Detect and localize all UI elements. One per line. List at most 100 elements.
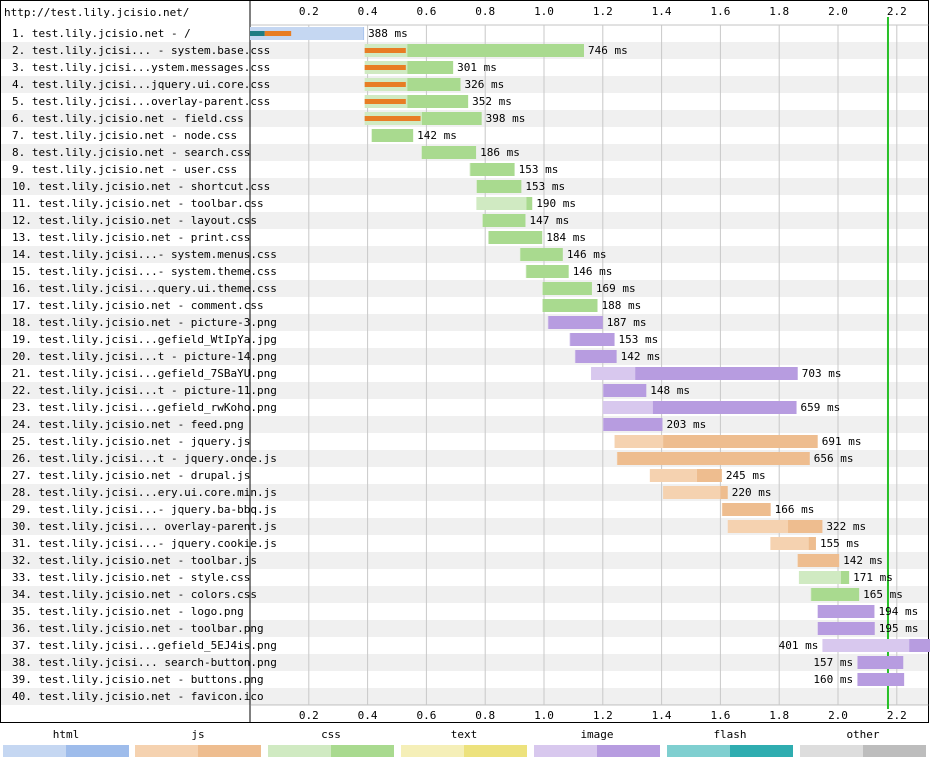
request-bar-download [570,333,615,346]
request-bar-download [526,197,533,210]
request-duration-label: 659 ms [801,401,841,414]
request-label: 35. test.lily.jcisio.net - logo.png [12,605,244,618]
request-bar-download [542,282,592,295]
request-duration-label: 142 ms [417,129,457,142]
request-duration-label: 656 ms [814,452,854,465]
request-bar-download [476,180,522,193]
x-tick-label-bottom: 0.2 [299,709,319,722]
row-background [1,178,928,195]
request-bar-connect [364,82,406,87]
request-bar-download [526,265,569,278]
request-label: 25. test.lily.jcisio.net - jquery.js [12,435,250,448]
legend-label-js: js [191,728,205,741]
request-bar-connect [264,31,292,36]
row-background [1,416,928,433]
request-bar-download [788,520,823,533]
request-bar-download [798,554,840,567]
request-bar-wait [482,214,483,227]
request-bar-wait [822,639,910,652]
request-bar-wait [727,520,789,533]
request-label: 15. test.lily.jcisi...- system.theme.css [12,265,277,278]
request-bar-download [575,350,617,363]
request-bar-wait [616,452,618,465]
legend-swatch-js [134,744,262,758]
row-background [1,382,928,399]
request-bar-download [818,605,875,618]
request-duration-label: 188 ms [602,299,642,312]
request-duration-label: 186 ms [480,146,520,159]
row-background [1,654,928,671]
x-tick-label-bottom: 1.4 [652,709,672,722]
request-bar-wait [371,129,373,142]
x-tick-label-top: 0.8 [475,5,495,18]
x-tick-label-top: 0.4 [358,5,378,18]
request-bar-wait [817,622,819,635]
request-bar-wait [602,418,604,431]
row-background [1,246,928,263]
request-bar-download [603,418,663,431]
x-tick-label-bottom: 2.2 [887,709,907,722]
request-label: 26. test.lily.jcisi...t - jquery.once.js [12,452,277,465]
request-label: 32. test.lily.jcisio.net - toolbar.js [12,554,257,567]
x-tick-label-bottom: 2.0 [828,709,848,722]
request-bar-wait [721,503,723,516]
request-bar-wait [798,571,841,584]
request-bar-download [482,214,526,227]
request-bar-connect [364,99,406,104]
legend-label-flash: flash [713,728,747,741]
request-duration-label: 155 ms [820,537,860,550]
page-url: http://test.lily.jcisio.net/ [4,6,190,19]
request-duration-label: 220 ms [732,486,772,499]
x-tick-label-top: 1.8 [769,5,789,18]
request-bar-wait [542,282,543,295]
request-label: 33. test.lily.jcisio.net - style.css [12,571,250,584]
request-label: 24. test.lily.jcisio.net - feed.png [12,418,244,431]
row-background [1,688,928,705]
request-duration-label: 190 ms [536,197,576,210]
x-tick-label-top: 0.2 [299,5,319,18]
request-bar-wait [817,605,819,618]
request-bar-download [488,231,543,244]
x-tick-label-bottom: 0.4 [358,709,378,722]
x-tick-label-top: 2.2 [887,5,907,18]
legend-item-html: html [2,726,130,760]
legend-item-text: text [400,726,528,760]
request-duration-label: 352 ms [472,95,512,108]
request-bar-wait [569,333,571,346]
request-bar-download [652,401,797,414]
legend-item-flash: flash [666,726,794,760]
request-bar-download [407,44,584,57]
request-bar-wait [574,350,576,363]
legend-swatch-flash [666,744,794,758]
request-bar-wait [770,537,809,550]
request-duration-label: 146 ms [567,248,607,261]
row-background [1,314,928,331]
request-bar-download [909,639,930,652]
request-duration-label: 142 ms [621,350,661,363]
legend-item-image: image [533,726,661,760]
request-duration-label: 301 ms [457,61,497,74]
request-bar-wait [602,401,653,414]
request-duration-label: 326 ms [465,78,505,91]
waterfall-plot-area: 0.2 0.2 0.4 0.4 0.6 0.6 0.8 0.8 1.0 1.0 1.2 1.2 1.4 1… [1,1,930,722]
request-bar-wait [591,367,636,380]
legend-swatch-html [2,744,130,758]
request-label: 9. test.lily.jcisio.net - user.css [12,163,237,176]
request-duration-label: 187 ms [607,316,647,329]
request-bar-wait [476,197,527,210]
request-bar-wait [488,231,489,244]
request-label: 7. test.lily.jcisio.net - node.css [12,129,237,142]
request-duration-label: 166 ms [775,503,815,516]
request-label: 10. test.lily.jcisio.net - shortcut.css [12,180,270,193]
request-bar-dns [250,31,265,36]
request-duration-label: 195 ms [879,622,919,635]
request-bar-download [808,537,816,550]
row-background [1,280,928,297]
request-bar-download [363,27,365,40]
x-tick-label-top: 1.4 [652,5,672,18]
x-tick-label-top: 0.6 [416,5,436,18]
request-duration-label: 148 ms [650,384,690,397]
legend-item-css: css [267,726,395,760]
request-label: 22. test.lily.jcisi...t - picture-11.png [12,384,277,397]
request-duration-label: 322 ms [826,520,866,533]
